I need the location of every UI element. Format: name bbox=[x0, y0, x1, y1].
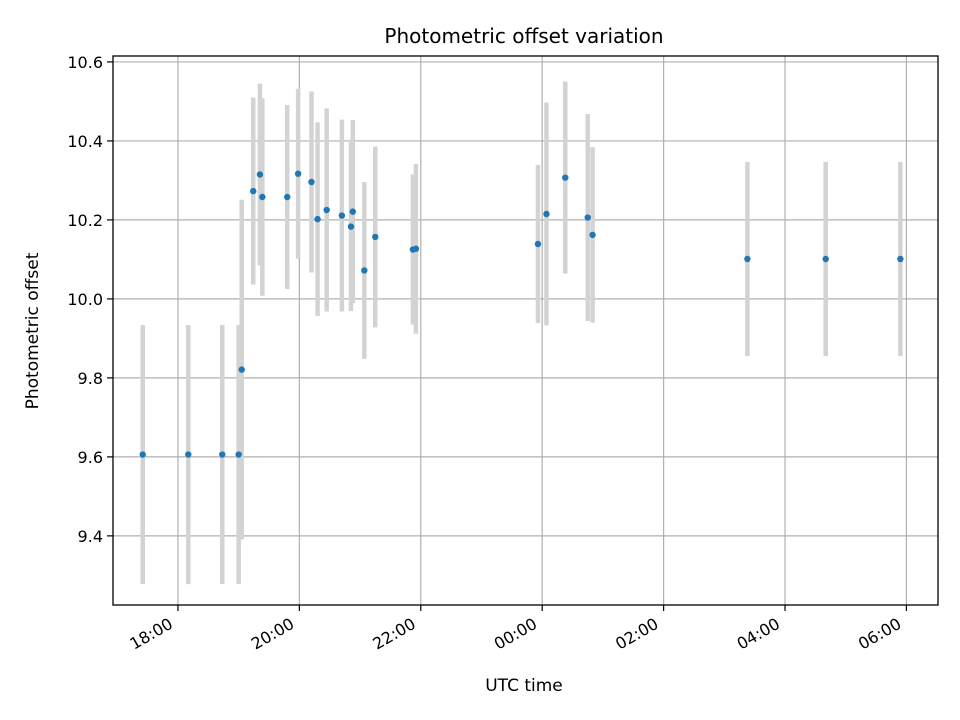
data-point bbox=[412, 245, 420, 252]
data-point bbox=[323, 206, 330, 214]
data-point bbox=[822, 255, 829, 263]
y-tick-label: 9.4 bbox=[78, 527, 103, 546]
data-point bbox=[314, 215, 321, 223]
y-tick-label: 9.8 bbox=[78, 369, 103, 388]
data-point bbox=[543, 210, 550, 218]
y-axis-ticks: 9.4 9.6 9.8 10.0 10.2 10.4 10.6 bbox=[67, 53, 113, 546]
data-point bbox=[259, 193, 266, 201]
data-point bbox=[361, 267, 368, 274]
data-point bbox=[338, 212, 346, 219]
y-tick-label: 10.4 bbox=[67, 132, 103, 151]
data-point bbox=[562, 174, 569, 181]
data-point bbox=[238, 366, 245, 373]
y-tick-label: 9.6 bbox=[78, 448, 103, 467]
data-point bbox=[294, 170, 302, 177]
plot-frame bbox=[112, 55, 939, 606]
point-layer bbox=[139, 170, 904, 458]
data-point bbox=[185, 451, 192, 458]
data-point bbox=[139, 451, 146, 458]
y-axis-label: Photometric offset bbox=[23, 252, 43, 409]
chart-title: Photometric offset variation bbox=[384, 24, 663, 48]
data-point bbox=[347, 223, 355, 230]
data-point bbox=[349, 208, 356, 215]
y-tick-label: 10.0 bbox=[67, 290, 103, 309]
x-axis-label: UTC time bbox=[485, 676, 563, 696]
data-point bbox=[897, 255, 904, 263]
data-point bbox=[219, 451, 226, 458]
data-point bbox=[308, 178, 315, 186]
data-point bbox=[534, 240, 542, 248]
data-point bbox=[250, 187, 257, 195]
data-point bbox=[256, 171, 264, 178]
y-tick-label: 10.2 bbox=[67, 211, 103, 230]
data-point bbox=[589, 231, 596, 239]
grid-lines bbox=[113, 56, 938, 605]
y-tick-label: 10.6 bbox=[67, 53, 103, 72]
data-point bbox=[744, 255, 751, 263]
data-point bbox=[284, 193, 291, 201]
data-point bbox=[584, 214, 591, 221]
data-point bbox=[235, 451, 242, 458]
data-point bbox=[372, 233, 379, 241]
